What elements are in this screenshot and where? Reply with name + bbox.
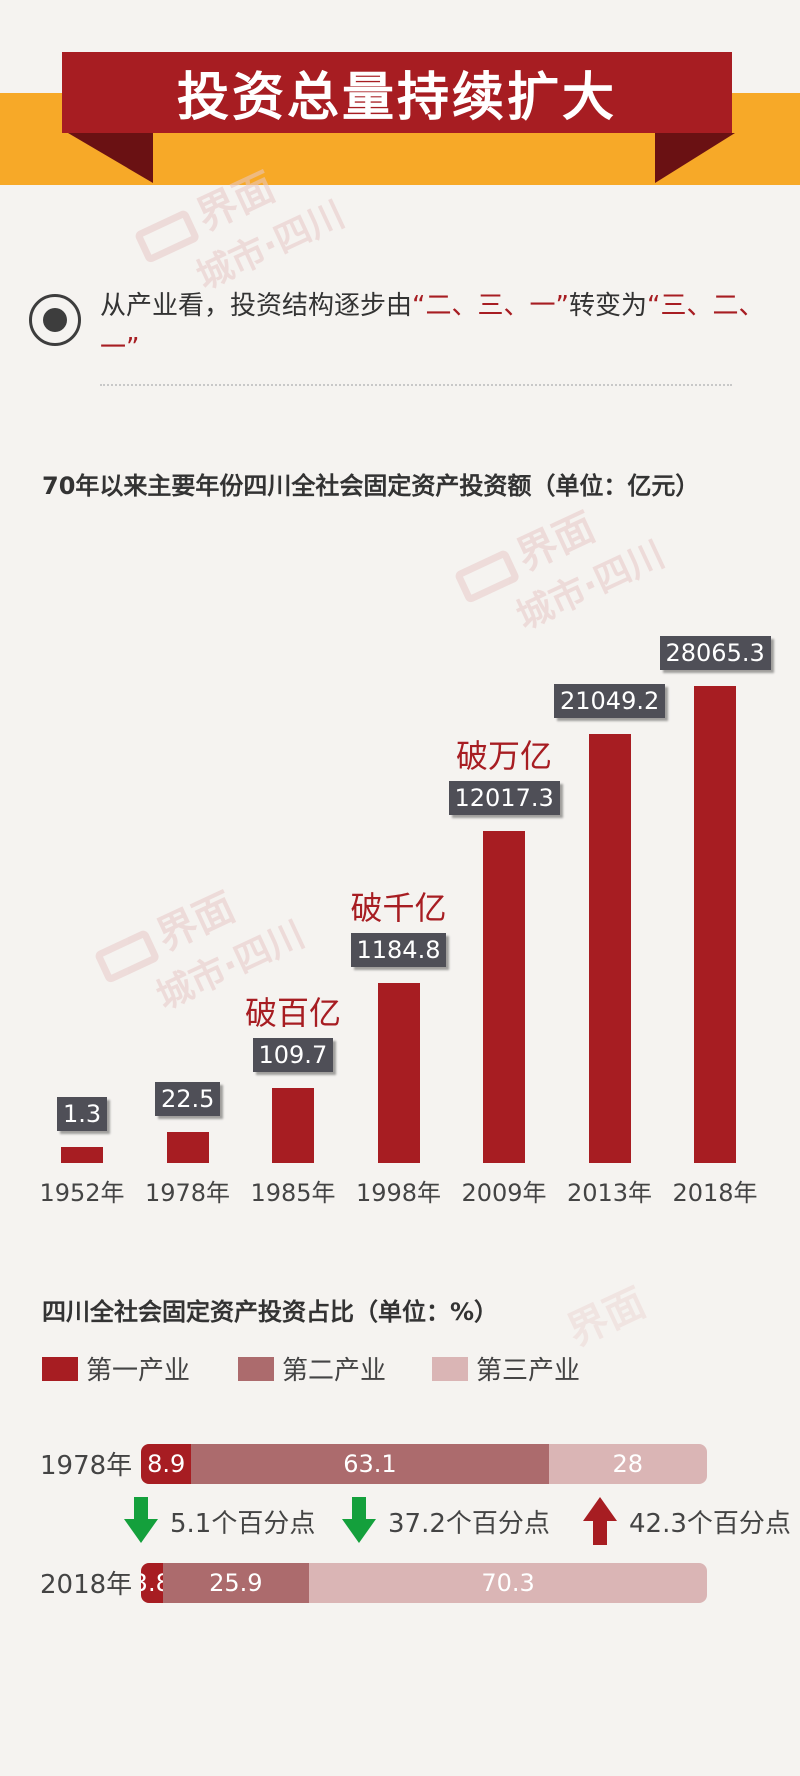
arrow-down-icon [342,1497,376,1545]
legend-swatch-tertiary [432,1356,468,1381]
banner: 投资总量持续扩大 [62,52,732,133]
watermark-logo: 界面 [560,1279,653,1356]
legend-swatch-primary [42,1356,78,1381]
segment-第二产业: 63.1 [191,1444,549,1484]
x-tick-label: 2018年 [672,1179,758,1207]
divider [100,384,732,386]
bar-1978年 [166,1132,209,1163]
row-label-2018: 2018年 [40,1570,133,1600]
x-tick-label: 2009年 [461,1179,547,1207]
arrow-down-icon [124,1497,158,1545]
change-secondary: 37.2个百分点 [342,1497,550,1545]
value-label: 28065.3 [659,636,771,670]
value-label: 1184.8 [350,933,447,967]
legend-item-secondary: 第二产业 [238,1350,386,1387]
segment-第一产业: 8.9 [141,1444,192,1484]
bar-2013年 [588,734,631,1163]
legend-item-tertiary: 第三产业 [432,1350,580,1387]
x-tick-label: 1985年 [250,1179,336,1207]
segment-第一产业: 3.8 [141,1563,171,1603]
milestone-label: 破百亿 [245,994,342,1032]
bullet-dot [43,308,67,332]
value-label: 1.3 [57,1097,108,1131]
segment-第三产业: 28 [548,1444,707,1484]
value-label: 12017.3 [448,781,560,815]
milestone-label: 破千亿 [350,889,447,927]
segment-第二产业: 25.9 [162,1563,310,1603]
x-tick-label: 1952年 [39,1179,125,1207]
milestone-label: 破万亿 [456,737,553,775]
x-tick-label: 1998年 [355,1179,442,1207]
bar-1985年 [272,1088,314,1163]
x-tick-label: 2013年 [566,1179,653,1207]
stacked-bar-2018: 3.825.970.3 [141,1563,707,1603]
intro-text: 从产业看，投资结构逐步由“二、三、一”转变为“三、二、一” [100,291,765,363]
value-label: 22.5 [155,1082,221,1116]
bar-2009年 [483,831,525,1163]
bar-1952年 [61,1147,103,1163]
banner-fold-right [655,133,735,183]
segment-第三产业: 70.3 [309,1563,707,1603]
change-primary: 5.1个百分点 [124,1497,315,1545]
bar-chart-title: 70年以来主要年份四川全社会固定资产投资额（单位：亿元） [42,472,700,500]
change-tertiary: 42.3个百分点 [583,1497,791,1545]
legend-swatch-secondary [238,1356,274,1381]
x-tick-label: 1978年 [144,1179,231,1207]
bullet-icon [29,294,81,346]
bar-2018年 [694,686,736,1163]
page-title: 投资总量持续扩大 [176,68,617,128]
stacked-chart-title: 四川全社会固定资产投资占比（单位：%） [42,1298,499,1326]
stacked-bar-1978: 8.9 63.1 28 [141,1444,707,1484]
value-label: 109.7 [252,1038,334,1072]
arrow-up-icon [583,1497,617,1545]
value-label: 21049.2 [554,684,666,718]
legend-item-primary: 第一产业 [42,1350,190,1387]
row-label-1978: 1978年 [40,1451,133,1481]
bar-1998年 [377,983,420,1163]
banner-fold-left [68,133,153,183]
